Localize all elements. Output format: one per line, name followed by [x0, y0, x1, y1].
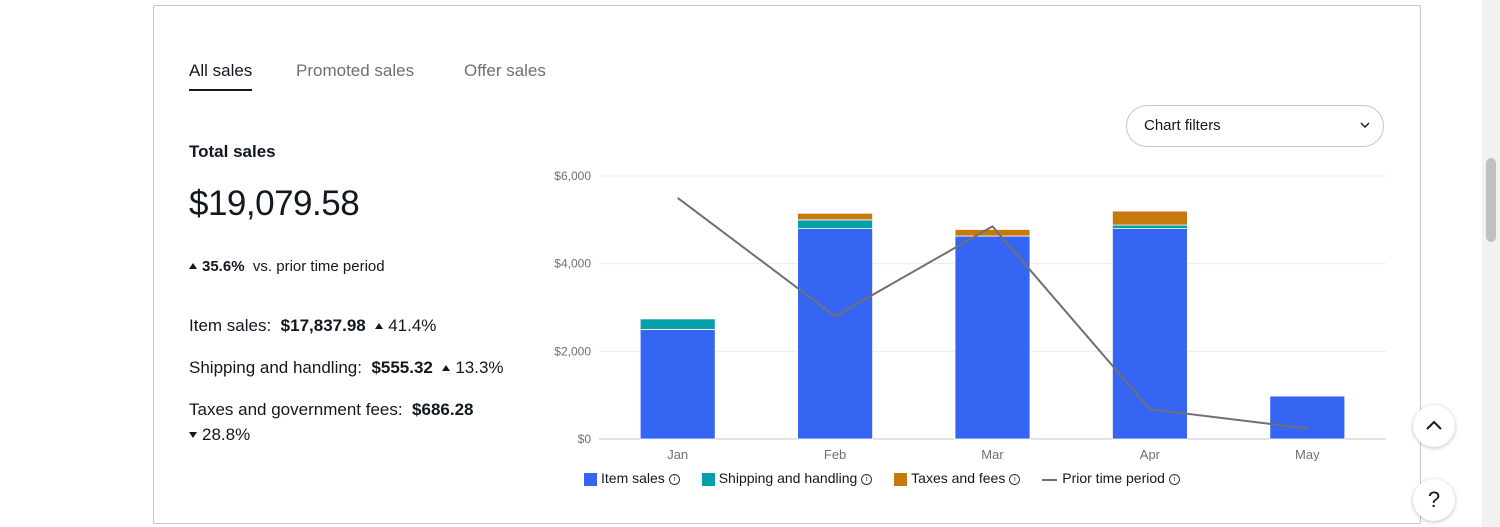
metric-label: Shipping and handling:: [189, 358, 362, 377]
info-icon[interactable]: i: [861, 474, 873, 486]
legend-line: [1042, 478, 1058, 481]
y-tick-label: $4,000: [554, 257, 591, 271]
metric-change: 41.4%: [388, 316, 437, 335]
metric-value: $555.32: [371, 358, 433, 377]
legend-prior-period[interactable]: Prior time period i: [1042, 470, 1180, 486]
chevron-up-icon: [1426, 420, 1442, 430]
legend-item-sales[interactable]: Item sales i: [584, 470, 680, 486]
legend-label: Item sales: [601, 470, 665, 487]
bar-segment: [1269, 395, 1346, 440]
bar-segment: [639, 329, 716, 440]
tab-offer-sales[interactable]: Offer sales: [464, 61, 546, 80]
metric-taxes: Taxes and government fees: $686.28: [189, 400, 473, 420]
metric-label: Taxes and government fees:: [189, 400, 403, 419]
x-tick-label: Apr: [1140, 447, 1161, 461]
sales-card: All sales Promoted sales Offer sales Tot…: [153, 5, 1421, 524]
chevron-down-icon: [1360, 122, 1370, 128]
scroll-to-top-button[interactable]: [1413, 405, 1455, 447]
legend-label: Taxes and fees: [911, 470, 1006, 487]
metric-item-sales: Item sales: $17,837.98 41.4%: [189, 316, 436, 336]
x-tick-label: Feb: [824, 447, 846, 461]
bar-segment: [797, 212, 874, 221]
legend-swatch: [701, 473, 715, 487]
metric-label: Item sales:: [189, 316, 272, 335]
help-button[interactable]: ?: [1413, 479, 1455, 521]
metric-change: 13.3%: [455, 358, 504, 377]
legend-taxes[interactable]: Taxes and fees i: [894, 470, 1021, 487]
tab-all-sales[interactable]: All sales: [189, 61, 253, 91]
chart-legend: Item sales i Shipping and handling i Taxes…: [584, 469, 1198, 486]
metric-shipping: Shipping and handling: $555.32 13.3%: [189, 358, 504, 378]
info-icon[interactable]: i: [1168, 474, 1180, 486]
up-arrow-icon: [189, 263, 197, 270]
bar-segment: [954, 235, 1031, 440]
tab-promoted-sales[interactable]: Promoted sales: [296, 61, 415, 80]
delta-value: 35.6%: [202, 258, 245, 275]
sales-chart: $0 $2,000 $4,000 $6,000 Jan Feb Mar Apr May: [554, 169, 1386, 461]
chart-filters-label: Chart filters: [1144, 117, 1221, 134]
bar-segment: [954, 229, 1031, 237]
total-sales-title: Total sales: [189, 142, 276, 161]
x-tick-label: May: [1295, 447, 1320, 461]
bar-segment: [1112, 224, 1188, 229]
legend-swatch: [894, 473, 908, 487]
legend-label: Prior time period: [1062, 470, 1165, 487]
up-arrow-icon: [375, 322, 384, 329]
down-arrow-icon: [189, 431, 197, 438]
metric-change: 28.8%: [202, 425, 251, 444]
total-sales-value: $19,079.58: [189, 184, 360, 223]
x-tick-label: Jan: [667, 447, 688, 461]
y-tick-label: $2,000: [554, 344, 591, 358]
metric-value: $686.28: [412, 400, 474, 419]
up-arrow-icon: [442, 364, 451, 371]
legend-swatch: [584, 473, 597, 487]
total-delta: 35.6% vs. prior time period: [189, 258, 385, 275]
x-tick-label: Mar: [981, 447, 1004, 461]
y-tick-label: $0: [578, 432, 592, 446]
scrollbar-thumb[interactable]: [1486, 158, 1496, 242]
scrollbar[interactable]: [1482, 0, 1500, 527]
prior-period-line: [677, 197, 1308, 430]
metric-taxes-change: 28.8%: [189, 425, 250, 445]
delta-suffix: vs. prior time period: [252, 258, 385, 275]
bar-segment: [639, 318, 716, 330]
y-tick-label: $6,000: [554, 169, 591, 183]
info-icon[interactable]: i: [668, 474, 680, 486]
bar-segment: [1112, 210, 1188, 226]
bar-segment: [797, 228, 874, 440]
chart-filters-dropdown[interactable]: Chart filters: [1126, 105, 1384, 147]
legend-label: Shipping and handling: [718, 470, 858, 487]
legend-shipping[interactable]: Shipping and handling i: [701, 470, 873, 487]
metric-value: $17,837.98: [280, 316, 366, 335]
bar-segment: [1112, 228, 1188, 440]
bar-segment: [797, 219, 874, 229]
info-icon[interactable]: i: [1009, 474, 1021, 486]
help-icon: ?: [1427, 487, 1441, 512]
